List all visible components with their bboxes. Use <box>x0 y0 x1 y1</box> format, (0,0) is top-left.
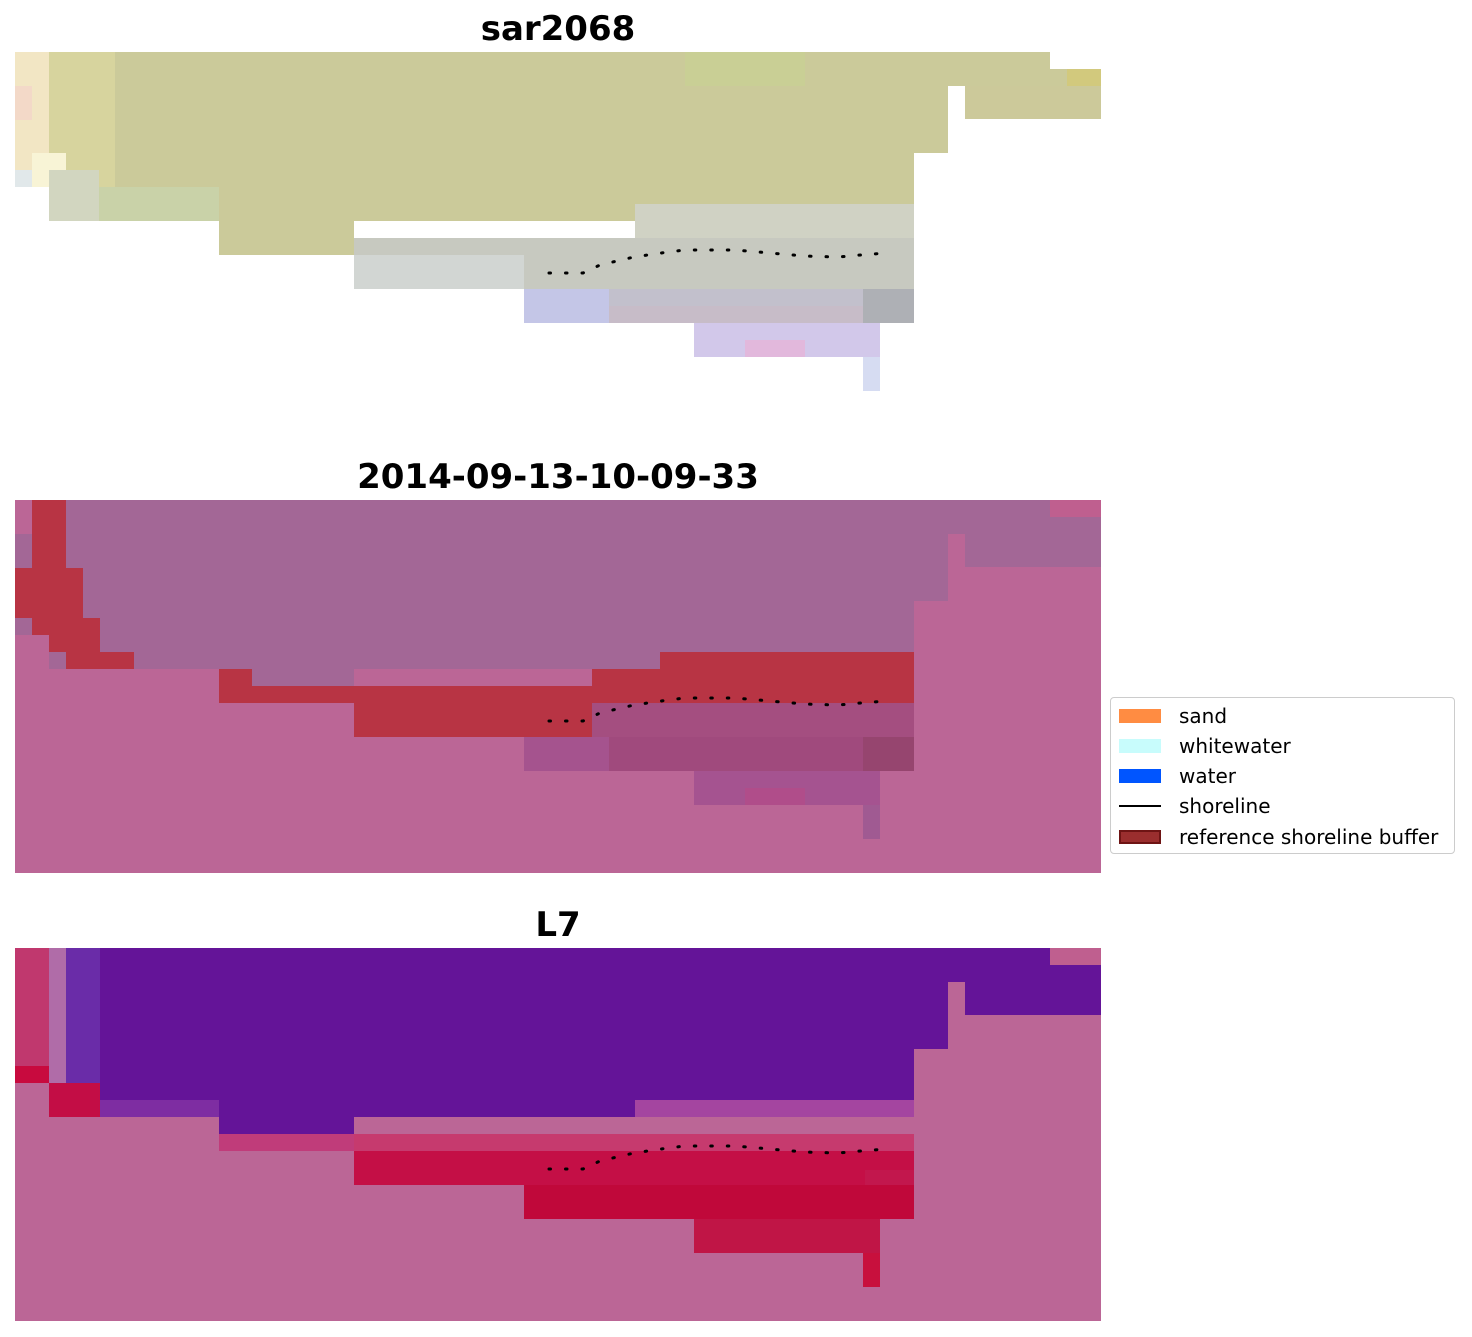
legend-item-water: water <box>1119 764 1236 788</box>
legend-item-reference-buffer: reference shoreline buffer <box>1119 825 1439 849</box>
legend-item-sand: sand <box>1119 704 1228 728</box>
shoreline-rgb <box>547 248 893 275</box>
legend-label-shoreline: shoreline <box>1179 794 1271 818</box>
index-water-region <box>354 1151 914 1287</box>
shoreline-index <box>547 1144 893 1171</box>
rgb-nearshore-region <box>354 204 914 391</box>
legend-label-sand: sand <box>1179 704 1228 728</box>
rgb-land-region <box>15 52 1101 255</box>
water-swatch <box>1119 769 1161 783</box>
classified-image <box>15 500 1101 873</box>
legend-label-whitewater: whitewater <box>1179 734 1291 758</box>
sand-swatch <box>1119 709 1161 723</box>
panel-title-index: L7 <box>535 905 581 945</box>
legend-item-whitewater: whitewater <box>1119 734 1291 758</box>
index-image <box>15 948 1101 1321</box>
whitewater-swatch <box>1119 739 1161 753</box>
panel-title-classification: 2014-09-13-10-09-33 <box>357 457 759 497</box>
legend-label-water: water <box>1179 764 1236 788</box>
reference-buffer-swatch <box>1119 830 1161 844</box>
reference-shoreline-buffer <box>15 500 134 669</box>
legend: sand whitewater water shoreline referenc… <box>1110 697 1455 854</box>
legend-label-reference-buffer: reference shoreline buffer <box>1179 825 1439 849</box>
rgb-satellite-image <box>15 52 1101 391</box>
class-nearshore-region <box>524 703 914 839</box>
legend-item-shoreline: shoreline <box>1119 794 1271 818</box>
shoreline-classified <box>547 696 893 723</box>
shoreline-line-swatch <box>1119 805 1161 807</box>
panel-title-rgb: sar2068 <box>480 9 636 49</box>
